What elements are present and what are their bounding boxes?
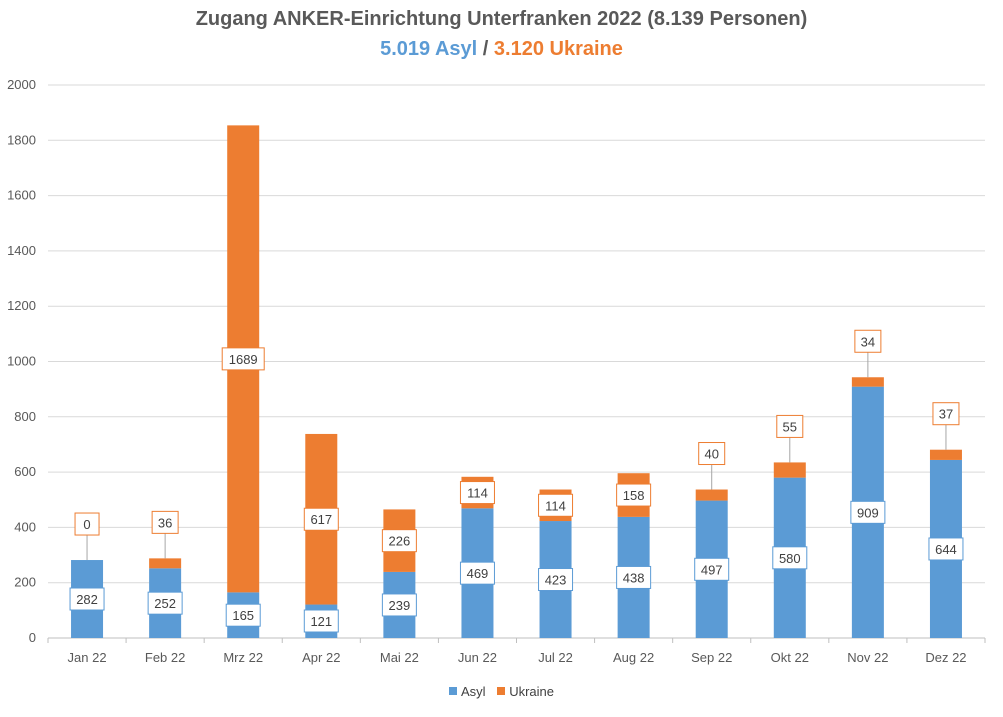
x-tick-label: Okt 22 xyxy=(771,650,809,665)
x-tick-label: Jul 22 xyxy=(538,650,573,665)
data-label-ukraine: 36 xyxy=(158,515,172,530)
y-tick-label: 1400 xyxy=(7,243,36,258)
data-label-asyl: 252 xyxy=(154,596,176,611)
data-label-ukraine: 0 xyxy=(83,517,90,532)
data-label-asyl: 121 xyxy=(310,614,332,629)
data-label-asyl-box xyxy=(381,593,417,617)
data-label-asyl-box xyxy=(616,565,652,589)
y-tick-label: 0 xyxy=(29,630,36,645)
legend-label-ukraine: Ukraine xyxy=(509,683,554,699)
x-tick-label: Aug 22 xyxy=(613,650,654,665)
x-tick-label: Sep 22 xyxy=(691,650,732,665)
data-label-asyl-box xyxy=(303,609,339,633)
chart-subtitle: 5.019 Asyl / 3.120 Ukraine xyxy=(0,38,1003,61)
data-label-ukraine-box xyxy=(74,512,100,536)
data-label-asyl: 469 xyxy=(467,566,489,581)
x-tick-label: Mai 22 xyxy=(380,650,419,665)
subtitle-ukraine: 3.120 Ukraine xyxy=(493,38,623,60)
legend-item-ukraine: Ukraine xyxy=(497,684,554,699)
data-label-ukraine: 226 xyxy=(389,534,411,549)
data-label-ukraine-box xyxy=(854,329,882,353)
data-label-ukraine: 114 xyxy=(545,498,566,513)
data-label-asyl: 165 xyxy=(232,608,254,623)
data-label-ukraine: 617 xyxy=(310,512,332,527)
data-label-asyl: 909 xyxy=(857,505,879,520)
data-label-ukraine: 34 xyxy=(861,334,875,349)
x-tick-label: Apr 22 xyxy=(302,650,340,665)
data-label-asyl: 580 xyxy=(779,551,801,566)
data-label-ukraine: 55 xyxy=(783,419,797,434)
y-tick-label: 400 xyxy=(14,519,36,534)
bar-ukraine xyxy=(929,449,962,460)
data-label-asyl: 282 xyxy=(76,592,98,607)
legend-label-asyl: Asyl xyxy=(461,683,486,699)
data-label-asyl: 239 xyxy=(389,598,411,613)
data-label-asyl-box xyxy=(538,568,574,592)
y-tick-label: 1800 xyxy=(7,132,36,147)
data-label-ukraine-box xyxy=(303,507,339,531)
bar-ukraine xyxy=(851,377,884,387)
data-label-ukraine-box xyxy=(698,442,726,466)
legend-swatch-ukraine xyxy=(497,687,506,695)
data-label-ukraine-box xyxy=(616,483,652,507)
data-label-asyl: 423 xyxy=(545,573,567,588)
x-tick-label: Jan 22 xyxy=(68,650,107,665)
data-label-asyl: 497 xyxy=(701,562,723,577)
data-label-ukraine: 114 xyxy=(467,486,488,501)
data-label-ukraine-box xyxy=(776,414,804,438)
y-tick-label: 1000 xyxy=(7,354,36,369)
data-label-asyl-box xyxy=(147,591,183,615)
subtitle-separator: / xyxy=(477,38,494,60)
bar-ukraine xyxy=(773,462,806,478)
data-label-asyl-box xyxy=(694,557,730,581)
data-label-asyl-box xyxy=(69,587,105,611)
data-label-ukraine-box xyxy=(932,402,960,426)
data-label-asyl: 438 xyxy=(623,570,645,585)
data-label-ukraine: 37 xyxy=(939,407,953,422)
y-tick-label: 1600 xyxy=(7,188,36,203)
legend-item-asyl: Asyl xyxy=(449,684,486,699)
data-label-ukraine-box xyxy=(381,529,417,553)
x-tick-label: Nov 22 xyxy=(847,650,888,665)
subtitle-asyl: 5.019 Asyl xyxy=(380,38,478,60)
x-tick-label: Mrz 22 xyxy=(223,650,263,665)
data-label-ukraine-box xyxy=(151,510,179,534)
chart-legend: Asyl Ukraine xyxy=(0,683,1003,699)
legend-swatch-asyl xyxy=(449,687,457,695)
data-label-asyl-box xyxy=(928,537,964,561)
data-label-ukraine-box xyxy=(459,481,495,505)
y-tick-label: 1200 xyxy=(7,298,36,313)
data-label-asyl-box xyxy=(459,561,495,585)
data-label-ukraine: 40 xyxy=(704,447,718,462)
y-tick-label: 200 xyxy=(14,575,36,590)
y-tick-label: 800 xyxy=(14,409,36,424)
data-label-ukraine: 158 xyxy=(623,488,645,503)
data-label-ukraine-box xyxy=(538,493,574,517)
bar-ukraine xyxy=(149,558,182,569)
data-label-asyl-box xyxy=(772,546,808,570)
data-label-ukraine: 1689 xyxy=(229,352,258,367)
data-label-asyl: 644 xyxy=(935,542,957,557)
x-tick-label: Dez 22 xyxy=(925,650,966,665)
x-tick-label: Feb 22 xyxy=(145,650,185,665)
bar-ukraine xyxy=(695,489,728,501)
y-tick-label: 2000 xyxy=(7,77,36,92)
data-label-asyl-box xyxy=(850,500,886,524)
x-tick-label: Jun 22 xyxy=(458,650,497,665)
data-label-ukraine-box xyxy=(221,347,265,371)
y-tick-label: 600 xyxy=(14,464,36,479)
chart-title: Zugang ANKER-Einrichtung Unterfranken 20… xyxy=(195,8,808,30)
data-label-asyl-box xyxy=(225,603,261,627)
